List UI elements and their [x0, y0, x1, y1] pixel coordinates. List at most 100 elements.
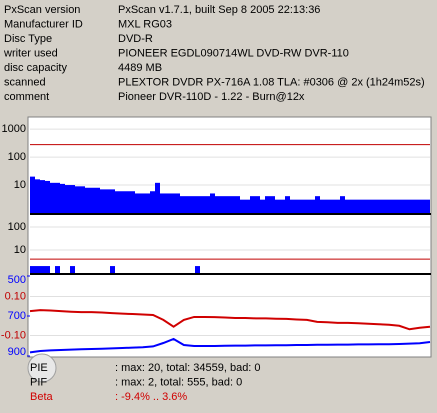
- info-label: disc capacity: [4, 62, 67, 74]
- bar: [35, 179, 40, 213]
- bar: [60, 183, 65, 213]
- info-label: Disc Type: [4, 33, 52, 45]
- bar: [30, 266, 35, 273]
- bar: [45, 266, 50, 273]
- bar: [160, 193, 165, 213]
- bar: [140, 193, 145, 213]
- bar: [240, 199, 245, 213]
- bar: [220, 196, 225, 213]
- bar: [175, 193, 180, 213]
- bar: [95, 187, 100, 213]
- y-tick-label: 10: [14, 244, 26, 256]
- stat-text: : max: 20, total: 34559, bad: 0: [115, 362, 261, 374]
- info-label: scanned: [4, 76, 46, 88]
- y2-tick-label: 900: [8, 346, 26, 358]
- bar: [215, 196, 220, 213]
- bar: [55, 182, 60, 213]
- bar: [270, 196, 275, 213]
- bar: [30, 176, 35, 213]
- bar: [315, 196, 320, 213]
- bar: [425, 199, 430, 213]
- bar: [255, 196, 260, 213]
- bar: [180, 196, 185, 213]
- bar: [375, 199, 380, 213]
- bar: [410, 199, 415, 213]
- bar: [100, 189, 105, 213]
- bar: [75, 186, 80, 213]
- bar: [325, 199, 330, 213]
- bar: [395, 199, 400, 213]
- y-tick-label: 10: [14, 179, 26, 191]
- bar: [320, 199, 325, 213]
- bar: [390, 199, 395, 213]
- info-value: PLEXTOR DVDR PX-716A 1.08 TLA: #0306 @ 2…: [118, 76, 425, 88]
- bar: [295, 199, 300, 213]
- bar: [120, 191, 125, 213]
- bar: [45, 180, 50, 213]
- bar: [305, 199, 310, 213]
- plot-frame: [27, 116, 432, 358]
- bar: [40, 266, 45, 273]
- bar: [85, 187, 90, 213]
- bar: [330, 199, 335, 213]
- y-tick-label: 100: [8, 151, 26, 163]
- bar: [285, 196, 290, 213]
- y2-tick-label: 700: [8, 310, 26, 322]
- bar: [170, 193, 175, 213]
- bar: [380, 199, 385, 213]
- bar: [145, 193, 150, 213]
- info-value: DVD-R: [118, 33, 153, 45]
- stat-label: PIF: [30, 376, 47, 388]
- bar: [165, 193, 170, 213]
- bar: [150, 191, 155, 213]
- bar: [195, 266, 200, 273]
- bar: [110, 266, 115, 273]
- bar: [335, 199, 340, 213]
- bar: [265, 196, 270, 213]
- y-tick-label: 0.10: [5, 290, 26, 302]
- bar: [310, 199, 315, 213]
- bar: [125, 191, 130, 213]
- bar: [35, 266, 40, 273]
- stat-text: : -9.4% .. 3.6%: [115, 391, 187, 403]
- y2-tick-label: 500: [8, 274, 26, 286]
- bar: [385, 199, 390, 213]
- bar: [340, 196, 345, 213]
- bar: [260, 199, 265, 213]
- bar: [110, 189, 115, 213]
- bar: [280, 199, 285, 213]
- bar: [300, 199, 305, 213]
- bar: [420, 199, 425, 213]
- info-label: Manufacturer ID: [4, 18, 83, 30]
- stat-label: Beta: [30, 391, 54, 403]
- bar: [405, 199, 410, 213]
- bar: [350, 199, 355, 213]
- bar: [210, 193, 215, 213]
- bar: [230, 196, 235, 213]
- bar: [55, 266, 60, 273]
- bar: [345, 199, 350, 213]
- bar: [190, 196, 195, 213]
- icon: [27, 353, 57, 383]
- info-label: PxScan version: [4, 4, 80, 16]
- bar: [355, 199, 360, 213]
- series-line: [29, 309, 431, 331]
- bar: [135, 193, 140, 213]
- bar: [70, 185, 75, 213]
- y-tick-label: 100: [8, 221, 26, 233]
- info-label: writer used: [3, 47, 58, 59]
- bar: [80, 186, 85, 213]
- bar: [105, 189, 110, 213]
- bar: [200, 196, 205, 213]
- series-line: [29, 337, 431, 354]
- y-tick-label: 1000: [2, 123, 26, 135]
- bar: [130, 191, 135, 213]
- y-tick-label: -0.10: [1, 329, 26, 341]
- bar: [65, 185, 70, 213]
- bar: [40, 180, 45, 213]
- info-label: comment: [4, 91, 49, 103]
- bar: [205, 196, 210, 213]
- info-value: PIONEER EGDL090714WL DVD-RW DVR-110: [118, 47, 349, 59]
- bar: [400, 199, 405, 213]
